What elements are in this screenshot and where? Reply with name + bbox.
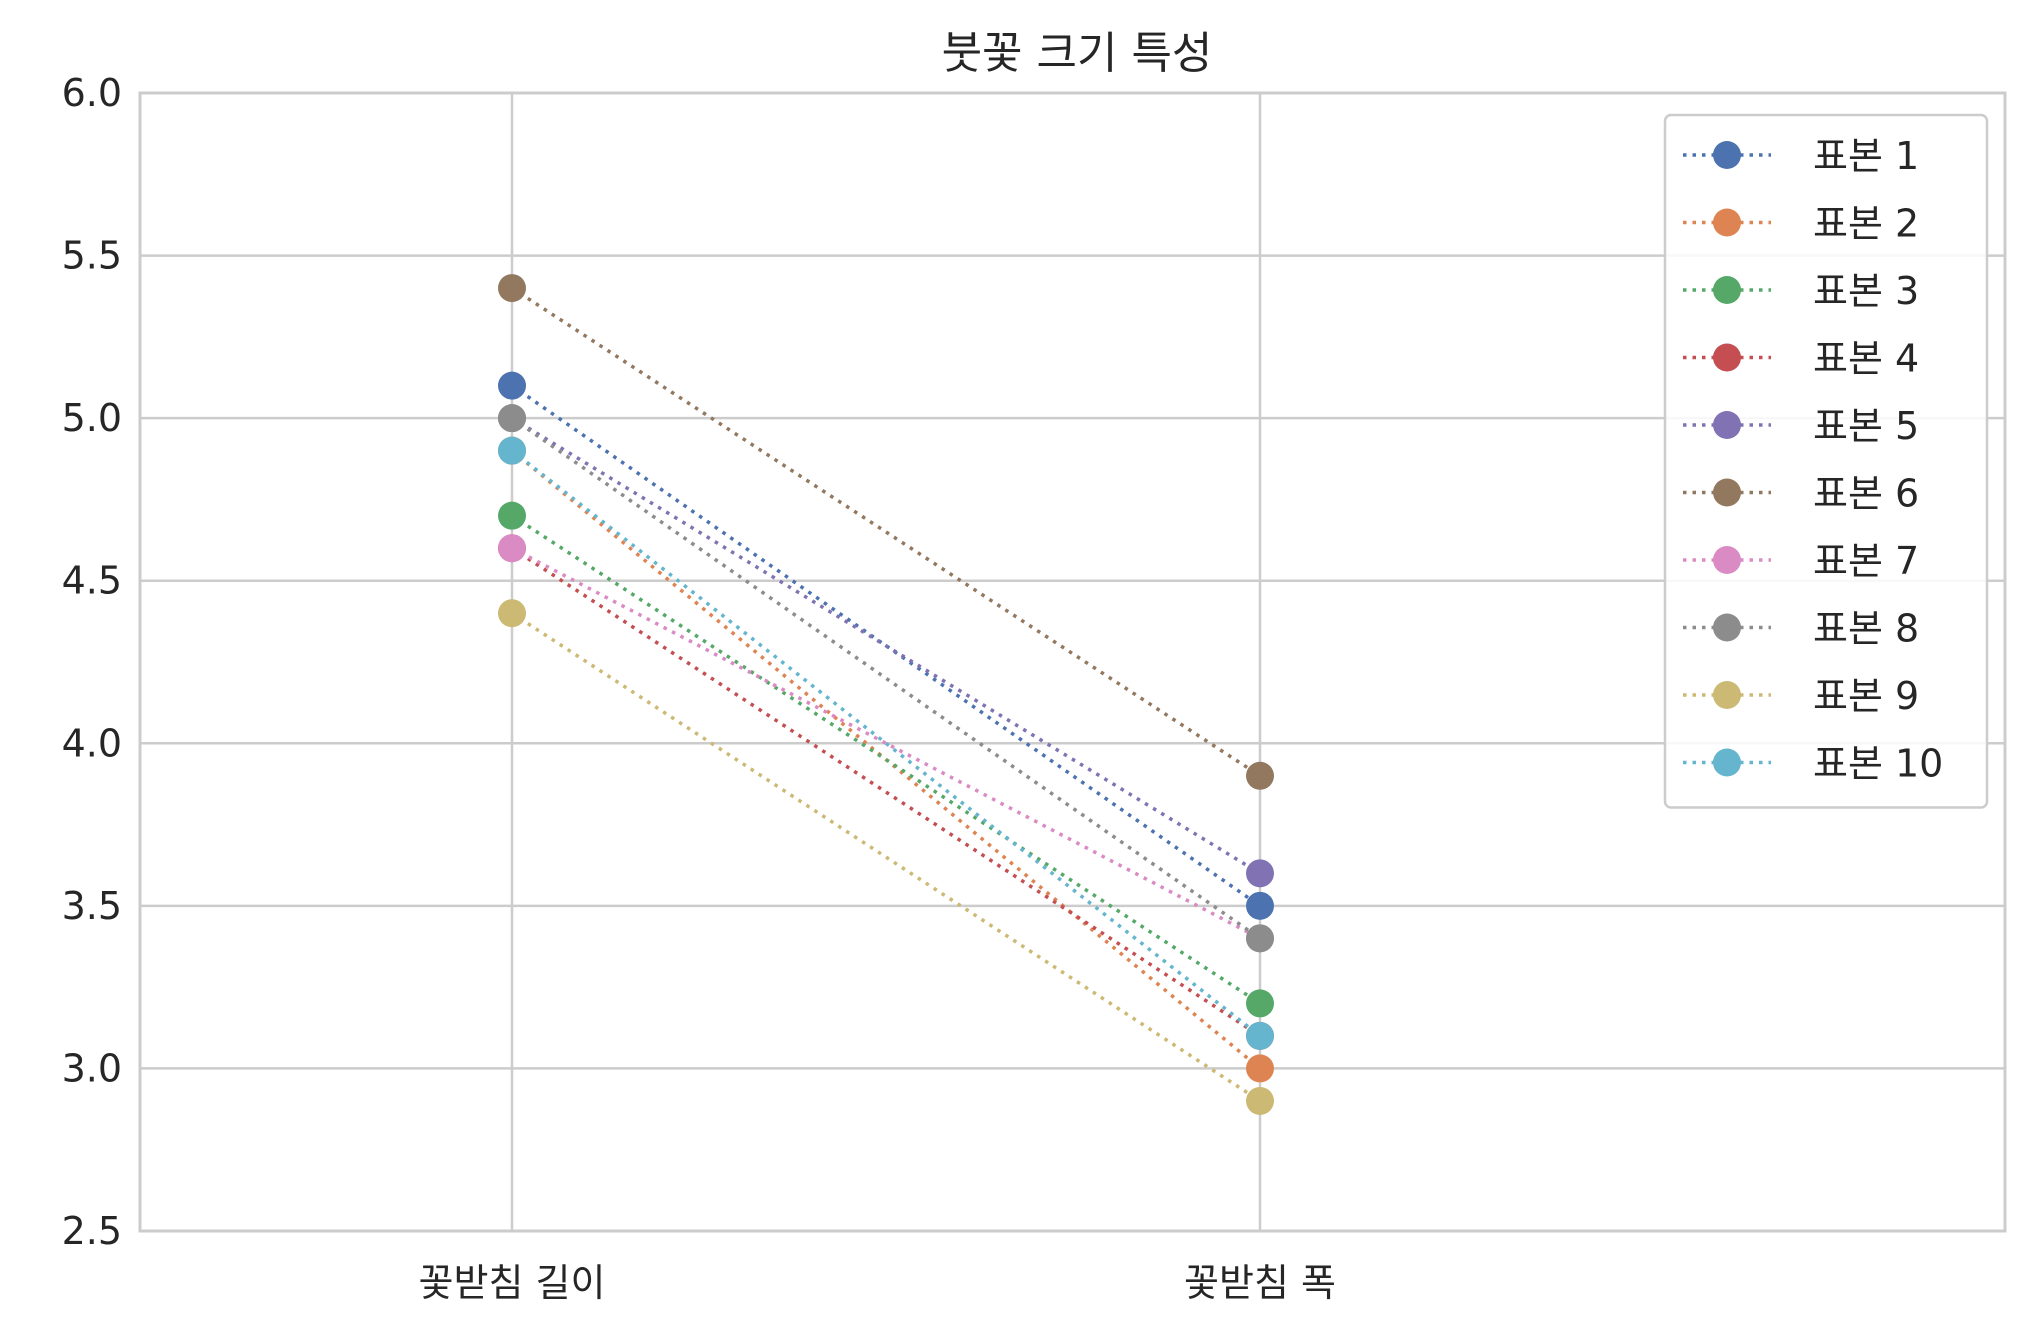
- legend-label: 표본 8: [1813, 607, 1919, 651]
- legend-label: 표본 6: [1813, 472, 1919, 516]
- data-point: [498, 274, 526, 303]
- legend-label: 표본 10: [1813, 742, 1943, 786]
- data-point: [1246, 761, 1274, 790]
- legend-label: 표본 2: [1813, 202, 1919, 246]
- plot-frame: [138, 91, 2007, 1233]
- axes: 2.5 3.0 3.5 4.0 4.5 5.0 5.5 6.0 꽃받침 길이 꽃받침 폭: [62, 71, 2007, 1305]
- series-line: [510, 449, 1262, 1038]
- legend-marker: [1713, 208, 1741, 237]
- data-point: [498, 404, 526, 433]
- y-tick-label: 4.0: [62, 721, 122, 765]
- legend-label: 표본 7: [1813, 539, 1919, 583]
- y-tick-label: 2.5: [62, 1209, 122, 1253]
- data-point: [498, 534, 526, 563]
- y-tick-label: 3.5: [62, 884, 122, 928]
- data-point: [498, 501, 526, 530]
- legend-marker: [1713, 411, 1741, 439]
- legend: 표본 1 표본 2 표본 3 표본 4 표본 5 표본 6 표본 7 표본 8 표본 9 표본 1…: [1663, 113, 1989, 809]
- y-tick-label: 5.5: [62, 234, 122, 278]
- data-point: [498, 436, 526, 465]
- data-point: [1246, 1021, 1274, 1050]
- data-point: [1246, 859, 1274, 888]
- y-tick-label: 6.0: [62, 71, 122, 115]
- series-line: [511, 546, 1261, 1038]
- legend-marker: [1713, 748, 1741, 777]
- legend-label: 표본 9: [1813, 674, 1919, 718]
- legend-label: 표본 1: [1813, 134, 1919, 178]
- series-line: [511, 286, 1261, 778]
- legend-marker: [1713, 478, 1741, 507]
- legend-marker: [1713, 613, 1741, 642]
- series-group: [498, 274, 1274, 1115]
- chart-title: 붓꽃 크기 특성: [942, 28, 1213, 79]
- legend-label: 표본 3: [1813, 269, 1919, 313]
- legend-marker: [1713, 276, 1741, 304]
- legend-marker: [1713, 141, 1741, 169]
- x-tick-label: 꽃받침 길이: [419, 1261, 606, 1305]
- data-point: [1246, 891, 1274, 920]
- data-point: [1246, 924, 1274, 953]
- series-line: [511, 514, 1261, 1005]
- legend-marker: [1713, 681, 1741, 709]
- data-point: [498, 371, 526, 400]
- data-point: [1246, 1086, 1274, 1115]
- y-tick-label: 3.0: [62, 1046, 122, 1090]
- legend-marker: [1713, 343, 1741, 372]
- legend-box: [1663, 113, 1989, 809]
- data-point: [1246, 1054, 1274, 1083]
- data-point: [1246, 989, 1274, 1018]
- data-point: [498, 599, 526, 628]
- legend-label: 표본 4: [1813, 337, 1919, 381]
- x-tick-label: 꽃받침 폭: [1184, 1261, 1336, 1305]
- series-line: [511, 546, 1261, 940]
- legend-label: 표본 5: [1813, 404, 1919, 448]
- legend-marker: [1713, 546, 1741, 574]
- y-tick-label: 5.0: [62, 396, 122, 440]
- series-line: [510, 449, 1262, 1070]
- y-tick-label: 4.5: [62, 559, 122, 603]
- series-line: [511, 416, 1261, 875]
- series-line: [511, 611, 1261, 1103]
